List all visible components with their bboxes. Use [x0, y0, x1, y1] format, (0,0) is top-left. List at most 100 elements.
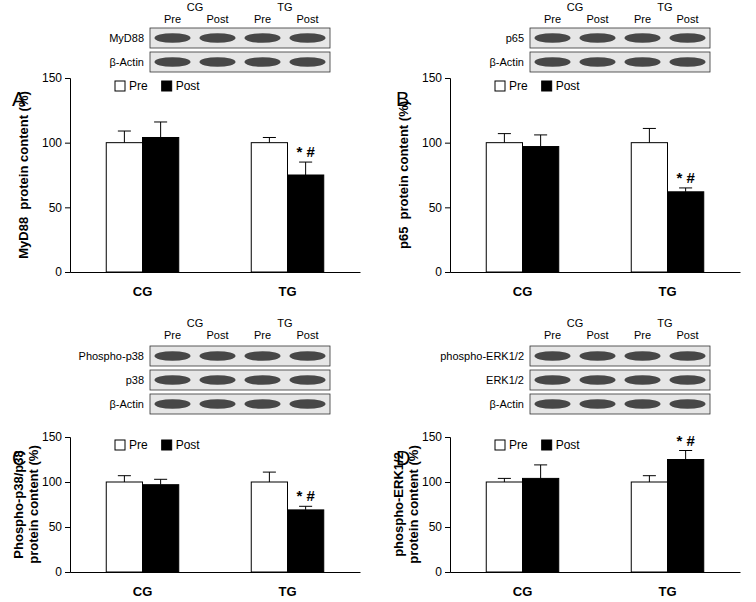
y-tick-mark — [445, 482, 450, 483]
panel-label: C — [12, 447, 26, 469]
x-tick-label: CG — [133, 284, 153, 299]
y-tick-label: 50 — [49, 520, 63, 534]
blot-row-label: p38 — [126, 374, 144, 386]
bar — [251, 482, 287, 572]
y-axis-line — [445, 79, 451, 273]
y-tick-mark — [65, 527, 70, 528]
blot-group-label: TG — [277, 317, 292, 329]
y-tick: 100 — [422, 475, 450, 489]
error-cap — [263, 137, 276, 138]
blot-strip — [150, 52, 330, 72]
blot-band — [580, 351, 616, 361]
y-tick-label: 150 — [422, 71, 442, 85]
x-axis: CGTG — [451, 572, 741, 599]
bar — [486, 143, 522, 272]
blot-band — [290, 351, 326, 361]
legend-swatch — [162, 440, 172, 450]
blot-band — [670, 351, 706, 361]
error-cap — [534, 464, 547, 465]
legend-swatch — [542, 81, 552, 91]
error-bar — [160, 122, 161, 138]
blot-row-label: phospho-ERK1/2 — [440, 350, 524, 362]
blot-band — [670, 33, 706, 43]
y-tick: 150 — [42, 71, 70, 85]
y-tick-mark — [445, 272, 450, 273]
legend-label: Post — [556, 79, 581, 93]
blot-band — [290, 33, 326, 43]
x-tick-label: TG — [658, 284, 676, 299]
x-tick: TG — [278, 272, 296, 299]
blot-band — [670, 399, 706, 409]
legend-label: Pre — [129, 79, 148, 93]
plot-area — [106, 122, 324, 272]
y-tick: 150 — [422, 430, 450, 444]
blot-row-label: β-Actin — [490, 56, 524, 68]
bar — [143, 137, 179, 272]
error-bar — [305, 162, 306, 175]
blot-band — [580, 57, 616, 67]
blot-row-label: p65 — [506, 32, 524, 44]
legend: PrePost — [115, 438, 200, 452]
blot-band — [535, 33, 571, 43]
bar — [288, 175, 324, 272]
blot-band — [155, 375, 191, 385]
y-tick-mark — [445, 527, 450, 528]
y-tick-label: 0 — [55, 265, 62, 279]
legend: PrePost — [495, 438, 580, 452]
blot-band — [580, 399, 616, 409]
blot-strip — [150, 370, 330, 390]
blot-band — [200, 33, 236, 43]
error-bar — [124, 131, 125, 143]
panel-label: A — [12, 88, 26, 110]
blot-band — [245, 57, 281, 67]
blot-band — [200, 57, 236, 67]
y-axis-title: p65 protein content (%) — [396, 101, 411, 249]
blot-band — [625, 399, 661, 409]
y-tick: 0 — [435, 565, 450, 579]
blot-lane-label: Pre — [254, 13, 271, 25]
significance-label: * # — [296, 143, 315, 160]
y-tick-label: 50 — [49, 201, 63, 215]
y-tick-label: 100 — [42, 136, 62, 150]
blot-band — [155, 399, 191, 409]
y-axis-title: protein content (%) — [26, 445, 41, 563]
blot-band — [155, 33, 191, 43]
y-tick: 100 — [42, 475, 70, 489]
blot-band — [625, 57, 661, 67]
y-axis: 0 50 100 150 — [42, 71, 71, 279]
error-cap — [263, 472, 276, 473]
error-bar — [540, 465, 541, 479]
x-axis-line — [451, 272, 741, 273]
error-bar — [685, 188, 686, 192]
error-bar — [504, 134, 505, 143]
blot-band — [535, 375, 571, 385]
panel-label: D — [396, 447, 410, 469]
blot-band — [670, 57, 706, 67]
blot-band — [290, 57, 326, 67]
y-tick-label: 0 — [435, 265, 442, 279]
bar — [631, 482, 667, 572]
x-axis: CG TG — [71, 572, 361, 599]
plot-area — [486, 451, 704, 573]
error-cap — [498, 133, 511, 134]
y-tick: 150 — [422, 71, 450, 85]
blot-band — [200, 399, 236, 409]
error-bar — [649, 476, 650, 482]
y-tick: 100 — [42, 136, 70, 150]
blot-strip — [150, 394, 330, 414]
blot-row-label: β-Actin — [110, 56, 144, 68]
blot-lane-label: Post — [206, 13, 228, 25]
x-tick: CG — [133, 272, 153, 299]
error-cap — [154, 479, 167, 480]
error-cap — [299, 162, 312, 163]
x-axis: CG TG — [71, 272, 361, 299]
x-tick: CG — [133, 572, 153, 599]
x-axis-line — [71, 272, 361, 273]
x-tick: TG — [278, 572, 296, 599]
y-axis-line — [65, 79, 71, 273]
blot-strip — [530, 28, 710, 48]
blot-lane-label: Pre — [544, 329, 561, 341]
plot-area — [106, 472, 324, 572]
blot-band — [245, 33, 281, 43]
blot-strip — [150, 28, 330, 48]
